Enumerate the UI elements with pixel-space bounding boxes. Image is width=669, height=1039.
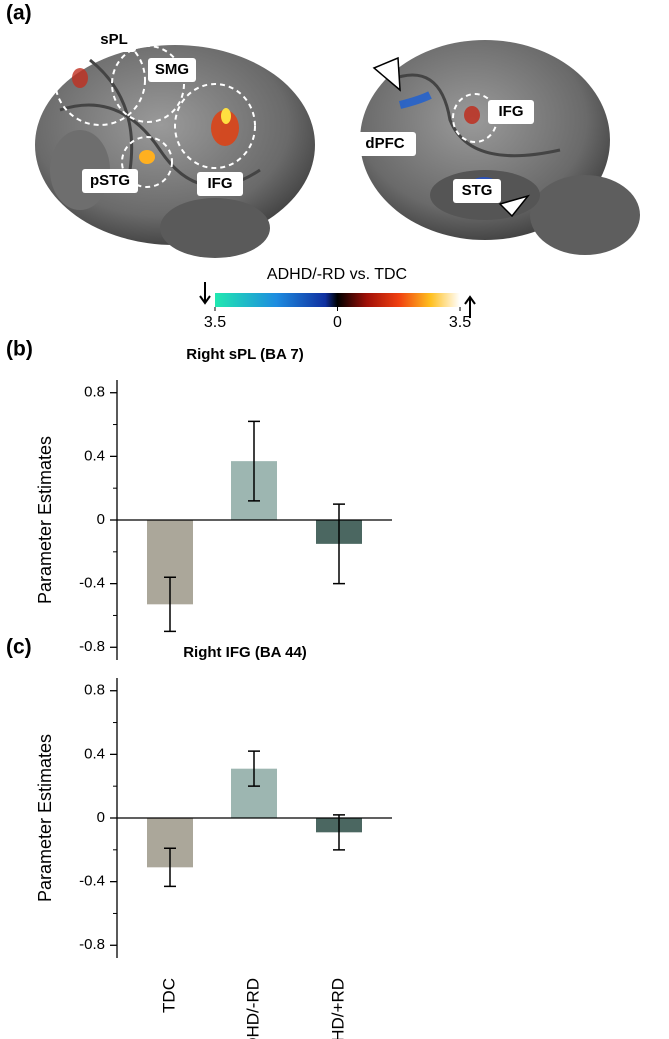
panel-label: (c) bbox=[6, 636, 32, 659]
panel-label: (a) bbox=[6, 2, 32, 25]
y-axis-label: Parameter Estimates bbox=[35, 734, 55, 902]
y-tick-label: -0.8 bbox=[79, 638, 105, 655]
brain-label: SMG bbox=[155, 61, 189, 78]
panel-label: (b) bbox=[6, 338, 33, 361]
arrow-down bbox=[199, 282, 211, 305]
brain-label: pSTG bbox=[90, 172, 130, 189]
chart-title: Right sPL (BA 7) bbox=[186, 346, 304, 363]
y-tick-label: -0.8 bbox=[79, 936, 105, 953]
colorbar-tick-label: 0 bbox=[333, 314, 342, 331]
y-tick-label: 0 bbox=[97, 511, 105, 528]
brain-label: IFG bbox=[499, 103, 524, 120]
y-tick-label: 0.8 bbox=[84, 384, 105, 401]
x-tick-label: TDC bbox=[159, 978, 178, 1013]
y-tick-label: 0.4 bbox=[84, 745, 105, 762]
error-bar bbox=[333, 503, 345, 585]
error-bar bbox=[333, 814, 345, 851]
arrow-up bbox=[464, 295, 476, 318]
brain-label: STG bbox=[462, 182, 493, 199]
brain-label: sPL bbox=[100, 31, 128, 48]
y-tick-label: 0.4 bbox=[84, 447, 105, 464]
error-bar bbox=[164, 847, 176, 888]
y-tick-label: -0.4 bbox=[79, 575, 105, 592]
brain-label: IFG bbox=[208, 175, 233, 192]
y-tick-label: 0.8 bbox=[84, 682, 105, 699]
colorbar bbox=[215, 293, 460, 307]
y-axis-label: Parameter Estimates bbox=[35, 436, 55, 604]
colorbar-label: ADHD/-RD vs. TDC bbox=[267, 266, 407, 283]
y-tick-label: -0.4 bbox=[79, 873, 105, 890]
x-tick-label: ADHD/+RD bbox=[328, 978, 347, 1039]
brain-label: dPFC bbox=[365, 135, 404, 152]
error-bar bbox=[164, 576, 176, 633]
error-bar bbox=[248, 750, 260, 787]
brain-label-boxes bbox=[82, 28, 534, 203]
chart-title: Right IFG (BA 44) bbox=[183, 644, 307, 661]
colorbar-tick-label: 3.5 bbox=[449, 314, 471, 331]
y-tick-label: 0 bbox=[97, 809, 105, 826]
brain-left bbox=[35, 34, 315, 258]
error-bar bbox=[248, 420, 260, 502]
x-tick-label: ADHD/-RD bbox=[243, 978, 262, 1039]
colorbar-tick-label: 3.5 bbox=[204, 314, 226, 331]
